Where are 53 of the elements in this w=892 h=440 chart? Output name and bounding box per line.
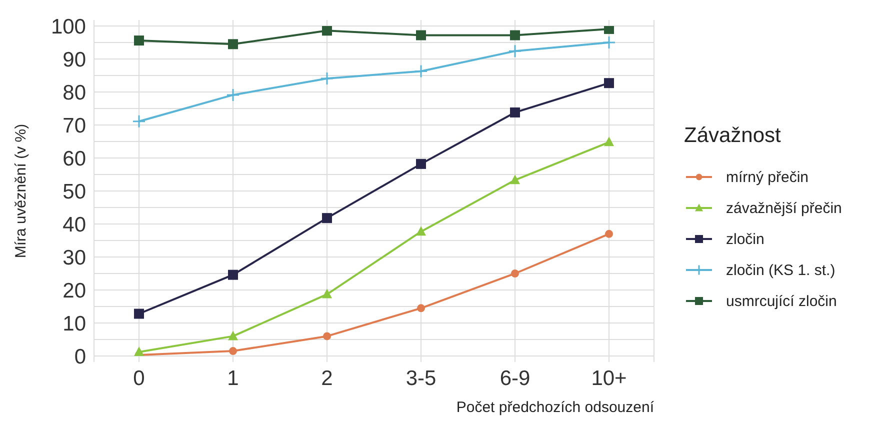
x-axis-title: Počet předchozích odsouzení bbox=[456, 399, 655, 416]
x-tick-label: 1 bbox=[227, 366, 239, 390]
legend-label: zločin (KS 1. st.) bbox=[726, 262, 836, 278]
point bbox=[322, 213, 332, 224]
point bbox=[226, 88, 240, 102]
point bbox=[604, 136, 614, 146]
x-tick-label: 2 bbox=[321, 366, 333, 390]
legend-label: závažnější přečin bbox=[726, 200, 842, 216]
point bbox=[511, 270, 519, 278]
point bbox=[510, 30, 520, 40]
point bbox=[322, 288, 332, 298]
x-tick-label: 3-5 bbox=[406, 366, 436, 390]
point bbox=[416, 30, 426, 40]
point bbox=[605, 230, 613, 238]
y-tick-label: 50 bbox=[62, 180, 86, 204]
point bbox=[132, 114, 146, 128]
point bbox=[228, 270, 238, 280]
point bbox=[602, 36, 616, 50]
y-tick-label: 10 bbox=[62, 312, 86, 336]
point bbox=[416, 226, 426, 236]
y-tick-label: 100 bbox=[50, 15, 86, 38]
point bbox=[322, 26, 332, 36]
y-tick-label: 90 bbox=[62, 48, 86, 72]
point bbox=[417, 304, 425, 312]
point bbox=[510, 174, 520, 184]
point bbox=[134, 36, 144, 46]
point bbox=[414, 64, 428, 78]
x-tick-label: 6-9 bbox=[500, 366, 530, 390]
y-tick-label: 30 bbox=[62, 246, 86, 270]
legend-label: zločin bbox=[726, 230, 764, 248]
y-axis-title: Míra uvěznění (v %) bbox=[12, 124, 30, 258]
x-tick-label: 10+ bbox=[591, 366, 627, 390]
point bbox=[510, 107, 520, 118]
y-tick-label: 60 bbox=[62, 147, 86, 170]
legend-label: usmrcující zločin bbox=[726, 292, 837, 310]
legend-title: Závažnost bbox=[684, 124, 782, 148]
point bbox=[416, 158, 426, 169]
point bbox=[604, 78, 614, 88]
point bbox=[228, 39, 238, 50]
point bbox=[320, 72, 334, 86]
y-tick-label: 20 bbox=[62, 279, 86, 302]
y-tick-label: 40 bbox=[62, 213, 86, 236]
legend-label: mírný přečin bbox=[726, 168, 809, 186]
y-tick-label: 0 bbox=[74, 345, 86, 368]
y-tick-label: 80 bbox=[62, 81, 86, 104]
point bbox=[134, 346, 144, 356]
point bbox=[228, 330, 238, 340]
point bbox=[134, 308, 144, 319]
y-tick-label: 70 bbox=[62, 114, 86, 138]
point bbox=[508, 44, 522, 58]
point bbox=[229, 347, 237, 356]
x-tick-label: 0 bbox=[133, 366, 145, 390]
point bbox=[323, 332, 331, 340]
